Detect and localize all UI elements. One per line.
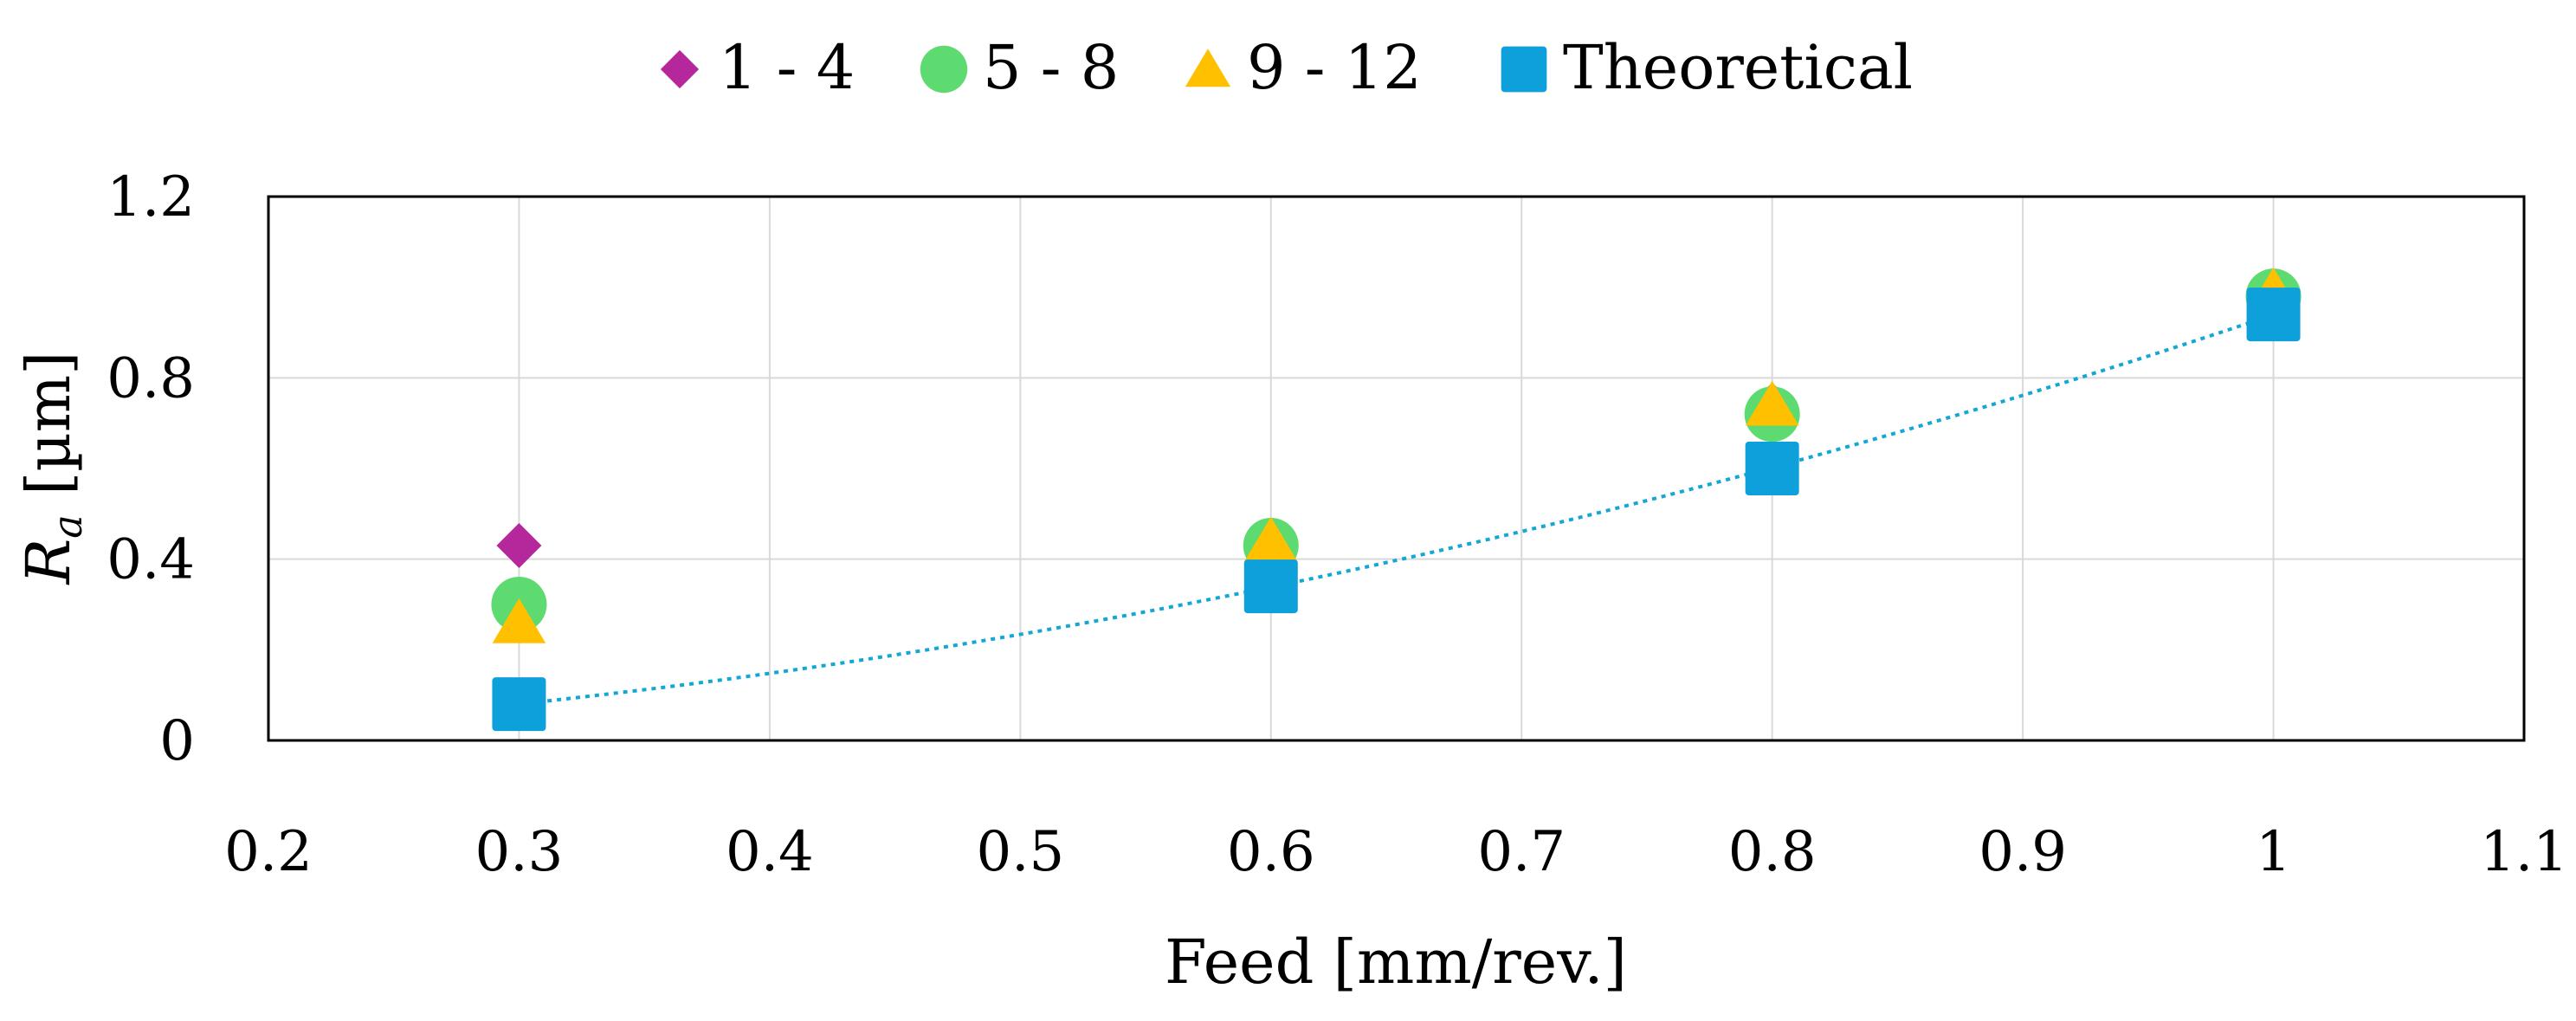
legend-item-3: 9 - 12 <box>1185 32 1422 103</box>
data-point-series-4 <box>2246 288 2301 342</box>
x-tick-label: 0.7 <box>1477 820 1566 884</box>
legend-marker-circle <box>920 45 968 94</box>
trendline-layer <box>519 313 2275 706</box>
y-tick-label: 0.4 <box>107 528 195 592</box>
y-axis-title-main: R <box>13 539 84 586</box>
x-tick-label: 0.9 <box>1979 820 2067 884</box>
legend-item-1: 1 - 4 <box>660 32 855 103</box>
x-tick-label: 0.3 <box>475 820 564 884</box>
data-point-series-4 <box>1243 559 1298 614</box>
theoretical-trendline <box>519 313 2275 706</box>
legend-label: Theoretical <box>1563 32 1913 103</box>
legend-item-4: Theoretical <box>1501 32 1913 103</box>
data-point-series-1 <box>496 522 542 568</box>
x-tick-label: 1 <box>2256 820 2291 884</box>
x-tick-label: 0.6 <box>1227 820 1315 884</box>
data-points <box>491 267 2302 732</box>
legend-label: 5 - 8 <box>983 32 1119 103</box>
gridlines <box>268 196 2525 741</box>
x-tick-label: 0.5 <box>976 820 1064 884</box>
x-tick-labels: 0.2 0.3 0.4 0.5 0.6 0.7 0.8 0.9 1 1.1 <box>224 820 2568 884</box>
data-point-series-3 <box>492 598 546 643</box>
x-tick-label: 1.1 <box>2480 820 2568 884</box>
y-axis-title: Ra [µm] <box>13 352 91 586</box>
y-tick-labels: 0 0.4 0.8 1.2 <box>107 165 195 773</box>
y-tick-label: 1.2 <box>107 165 195 229</box>
y-tick-label: 0 <box>159 709 195 773</box>
legend: 1 - 4 5 - 8 9 - 12 Theoretical <box>660 32 1913 103</box>
data-point-series-4 <box>492 677 546 732</box>
plot-area-frame <box>267 195 2526 742</box>
y-axis-title-unit: [µm] <box>13 352 84 515</box>
data-point-series-3 <box>1243 516 1298 562</box>
legend-label: 9 - 12 <box>1247 32 1422 103</box>
x-tick-label: 0.4 <box>726 820 814 884</box>
legend-marker-square <box>1501 46 1547 93</box>
y-tick-label: 0.8 <box>107 346 195 410</box>
data-point-series-4 <box>1745 442 1799 495</box>
x-tick-label: 0.2 <box>224 820 313 884</box>
x-tick-label: 0.8 <box>1728 820 1817 884</box>
legend-marker-triangle <box>1185 48 1231 87</box>
y-axis-title-sub: a <box>44 514 91 538</box>
legend-label: 1 - 4 <box>719 32 855 103</box>
x-axis-title: Feed [mm/rev.] <box>1165 927 1627 998</box>
legend-marker-diamond <box>660 49 700 89</box>
data-point-series-3 <box>1745 380 1799 426</box>
legend-item-2: 5 - 8 <box>920 32 1119 103</box>
